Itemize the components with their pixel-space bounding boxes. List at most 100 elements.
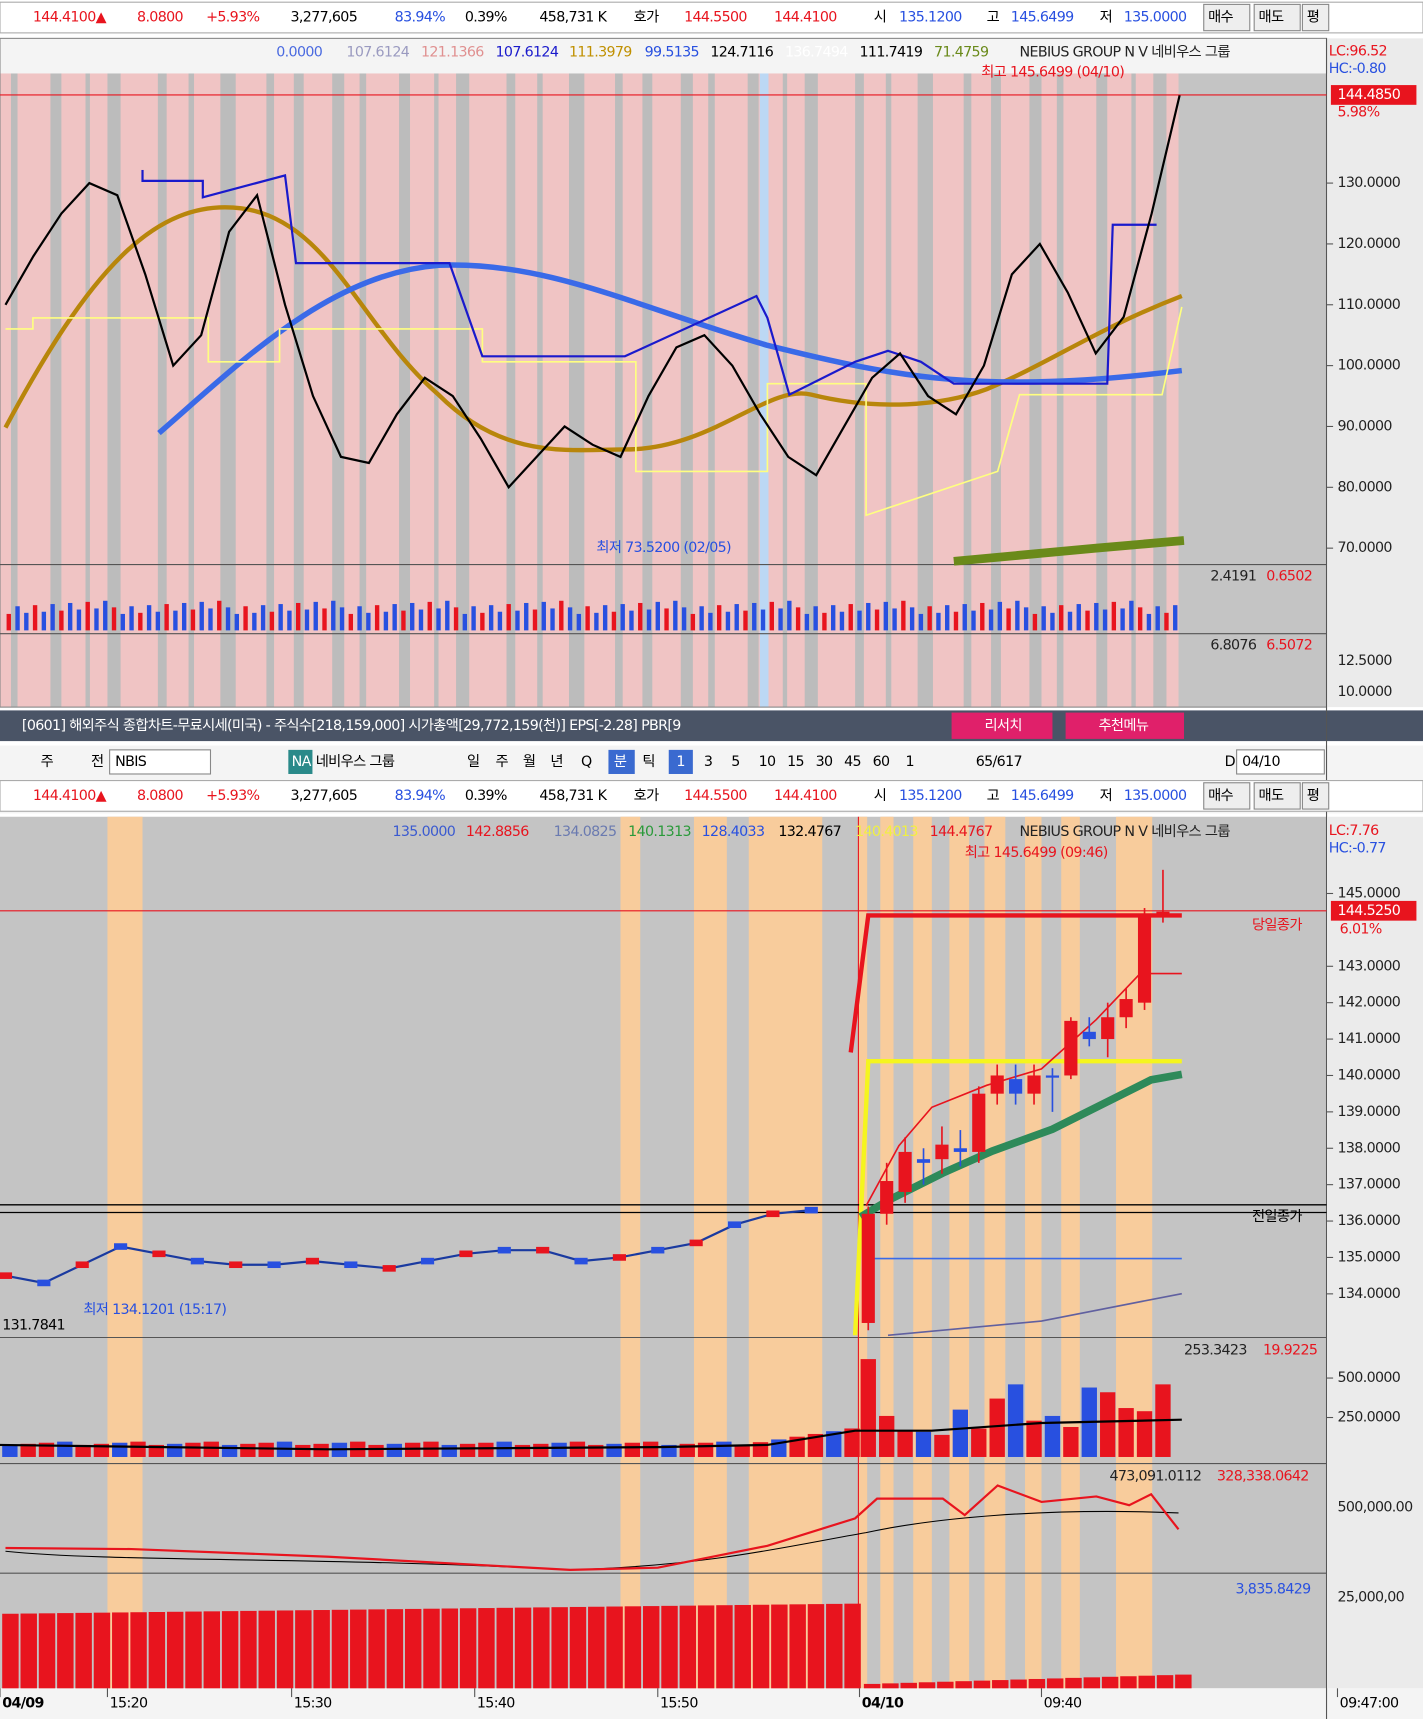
volume-bar-deco [506, 604, 511, 631]
volume-bar-deco [1146, 613, 1152, 631]
volume-bar-deco [567, 607, 573, 631]
y-tick-label: 137.0000 [1337, 1177, 1400, 1193]
volume-bar-deco [569, 1441, 586, 1457]
cumulative-bar-deco [1101, 1676, 1119, 1689]
volume-bar-deco [611, 611, 617, 631]
legend-value: 99.5135 [645, 45, 699, 61]
date-input[interactable] [1236, 749, 1325, 775]
volume-bar-deco [357, 606, 362, 631]
y-tick-label: 90.0000 [1337, 418, 1392, 434]
volume-bar-deco [392, 604, 397, 631]
candle-body [861, 1213, 875, 1323]
volume-bar-deco [892, 608, 897, 631]
order-button[interactable] [1203, 3, 1251, 32]
volume-bar-deco [909, 607, 915, 631]
y-tick-label: 250.0000 [1337, 1410, 1400, 1426]
x-tick-label: 15:40 [477, 1696, 515, 1712]
quote-field: 135.0000 [1124, 10, 1187, 26]
volume-bar-deco [1085, 610, 1090, 631]
bar-bg [0, 710, 1423, 742]
volume-bar-deco [383, 611, 389, 631]
volume-bar-deco [690, 613, 696, 631]
quote-field: 144.4100 [774, 10, 837, 26]
volume-bar-deco [1102, 609, 1108, 631]
volume-bar-deco [927, 606, 932, 631]
prev-session-point [267, 1261, 281, 1269]
volume-bar-deco [655, 601, 660, 631]
symbol-input[interactable] [109, 749, 212, 775]
order-button[interactable] [1301, 3, 1330, 32]
legend-value: 144.4767 [930, 824, 993, 840]
volume-bar-deco [576, 613, 582, 631]
prev-session-point [152, 1250, 166, 1258]
cumulative-bar-deco [918, 1682, 936, 1689]
x-tick-label: 15:30 [294, 1696, 332, 1712]
cumulative-bar-deco [1028, 1678, 1046, 1689]
order-button[interactable] [1253, 3, 1301, 32]
volume-bar-deco [331, 600, 336, 631]
y-tick-label: 130.0000 [1337, 175, 1400, 191]
volume-bar-deco [807, 1433, 824, 1457]
volume-bar-deco [173, 610, 178, 631]
toolbar-item: D [1225, 754, 1236, 770]
volume-bar-deco [234, 613, 239, 631]
low-note: 최저 73.5200 (02/05) [596, 539, 731, 556]
volume-bar-deco [24, 612, 29, 631]
volume-bar-deco [190, 609, 196, 631]
volume-bar-deco [716, 1441, 732, 1457]
volume-bar-deco [120, 613, 125, 631]
volume-bar-deco [541, 601, 546, 631]
volume-bar-deco [75, 1444, 91, 1457]
cumulative-bar-deco [514, 1607, 532, 1689]
quote-field: 3,277,605 [291, 788, 358, 804]
toolbar-item: 월 [523, 753, 535, 770]
order-button[interactable] [1203, 782, 1251, 810]
volume-bar-deco [199, 601, 204, 631]
volume-bar-deco [1173, 605, 1178, 631]
volume-bar-deco [240, 1443, 256, 1457]
volume-bar [1007, 1384, 1024, 1457]
y-tick-label: 141.0000 [1337, 1031, 1400, 1047]
cumulative-bar-deco [973, 1680, 991, 1689]
stripe [1131, 38, 1136, 708]
menu-button[interactable] [1065, 712, 1185, 739]
volume-bar-deco [497, 611, 503, 631]
session-stripe [984, 816, 1006, 1689]
y-tick-label: 142.0000 [1337, 995, 1400, 1011]
order-button[interactable] [1301, 782, 1330, 810]
volume-bar-deco [1129, 600, 1134, 631]
prev-session-point [75, 1261, 89, 1269]
instrument-name: NEBIUS GROUP N V 네비우스 그룹 [1020, 823, 1231, 840]
toolbar-item: 일 [467, 753, 479, 770]
volume-bar-deco [752, 602, 757, 631]
menu-button[interactable] [951, 712, 1053, 739]
daily-indicator-lines [5, 170, 1184, 561]
session-stripe [693, 816, 727, 1689]
volume-bar-deco [441, 1444, 457, 1457]
volume-bar-deco [471, 606, 476, 631]
cumulative-bar-deco [295, 1610, 312, 1689]
volume-bar-deco [217, 600, 222, 631]
legend-value: 128.4033 [702, 824, 765, 840]
volume-bar-deco [1050, 612, 1055, 631]
volume-bar-deco [550, 608, 555, 631]
toolbar-item: 분 [614, 754, 627, 770]
stripe [782, 38, 788, 708]
x-tick-label: 04/09 [2, 1696, 44, 1712]
volume-bar-deco [524, 602, 529, 631]
stripe [708, 38, 715, 708]
volume-legend: 19.9225 [1263, 1343, 1317, 1359]
prev-session-point [727, 1221, 742, 1228]
volume-bar-deco [269, 611, 275, 631]
indicator-tick: 10.0000 [1337, 684, 1392, 700]
volume-bar-deco [41, 611, 47, 631]
quote-field: 83.94% [395, 788, 446, 804]
order-button-label: 매수 [1208, 787, 1233, 804]
cumulative-bar-deco [166, 1611, 184, 1689]
volume-bar-deco [296, 602, 301, 631]
session-stripe [1025, 816, 1042, 1689]
volume-bar [971, 1428, 987, 1457]
order-button[interactable] [1253, 782, 1301, 810]
legend-value: 140.1313 [628, 824, 691, 840]
quote-field: 0.39% [465, 10, 507, 26]
